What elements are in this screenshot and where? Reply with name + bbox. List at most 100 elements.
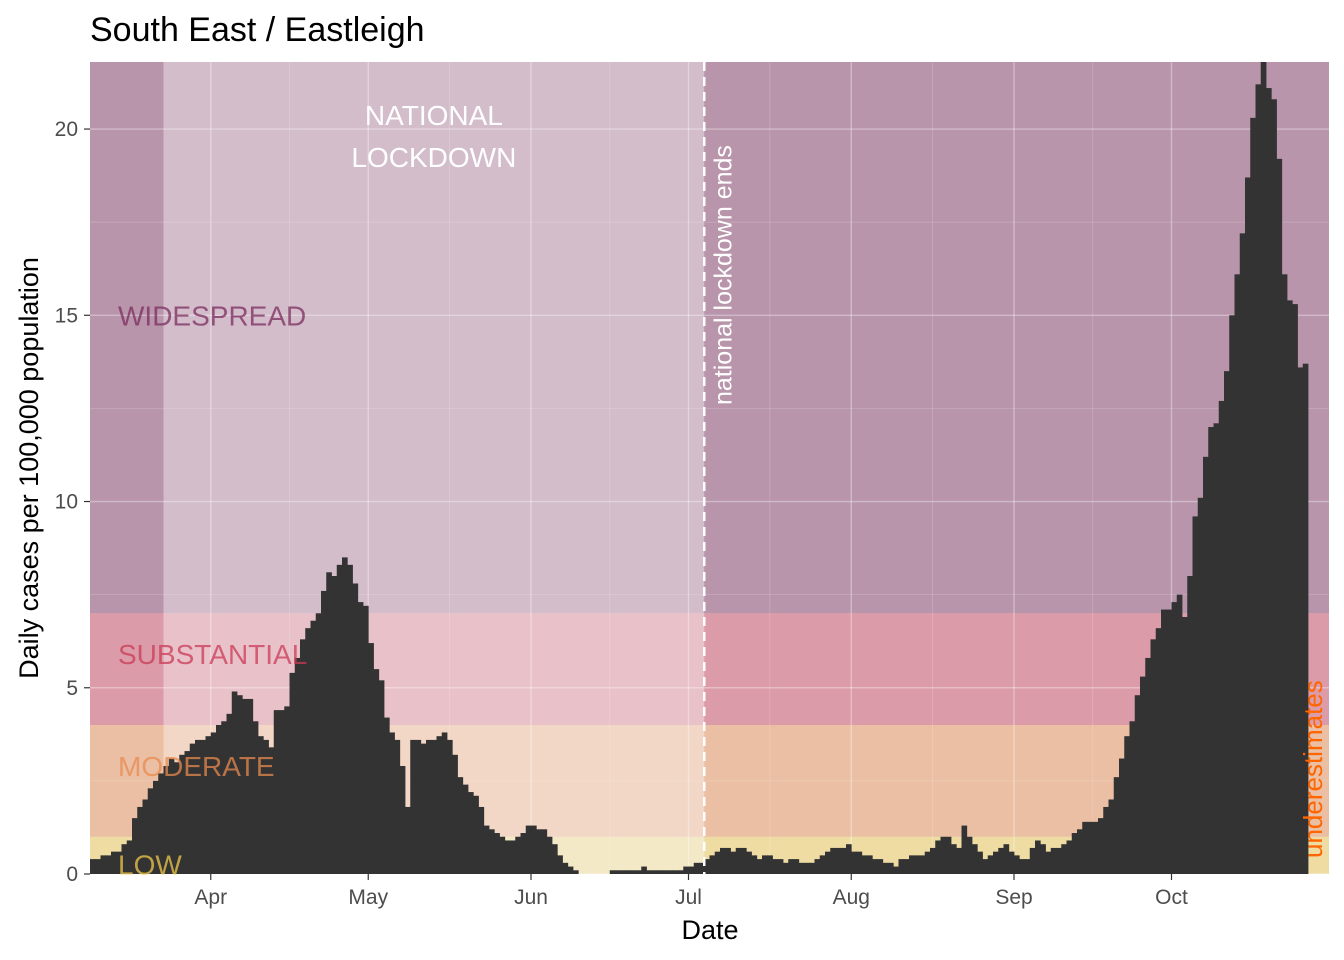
bar	[872, 859, 878, 874]
bar	[1266, 88, 1272, 875]
bar	[840, 847, 847, 874]
bar	[977, 851, 983, 874]
bar	[195, 739, 201, 874]
bar	[1098, 818, 1104, 874]
bar	[1071, 833, 1078, 874]
bar	[966, 836, 973, 874]
chart-title: South East / Eastleigh	[90, 11, 425, 49]
bar	[557, 855, 563, 874]
bar	[1197, 497, 1204, 874]
x-tick-label: May	[348, 886, 388, 909]
bar	[819, 855, 826, 874]
bar	[116, 851, 122, 874]
bar	[452, 754, 458, 874]
bar	[793, 859, 800, 874]
bar	[1176, 594, 1183, 874]
bar	[620, 870, 626, 874]
lockdown-end-label: national lockdown ends	[709, 145, 737, 405]
bar	[221, 721, 227, 874]
bar	[1260, 62, 1267, 874]
bar	[305, 628, 311, 874]
y-axis: 0 5 10 15 20	[55, 118, 90, 886]
bar	[331, 576, 338, 874]
bar	[693, 862, 700, 874]
bar	[189, 743, 196, 874]
bar	[1271, 99, 1277, 875]
bar	[126, 840, 133, 874]
bar	[1145, 657, 1151, 874]
bar	[846, 844, 852, 874]
bar	[394, 739, 401, 874]
band-label-low: LOW	[118, 850, 182, 881]
bar	[525, 825, 532, 874]
bar	[121, 844, 128, 874]
bar	[735, 847, 742, 874]
bar	[552, 844, 558, 874]
bar	[1019, 859, 1025, 874]
bar	[399, 765, 406, 874]
bar	[1229, 315, 1235, 874]
bar	[1276, 158, 1283, 874]
x-tick-label: Apr	[194, 886, 227, 909]
bar	[142, 799, 149, 874]
x-axis: Apr May Jun Jul Aug Sep Oct	[194, 874, 1188, 909]
bar	[1129, 721, 1136, 874]
x-tick-label: Oct	[1155, 886, 1188, 909]
bar	[147, 788, 154, 874]
band-widespread	[90, 62, 1329, 614]
y-tick-label: 0	[66, 863, 78, 886]
x-tick-label: Jun	[514, 886, 548, 909]
bar	[515, 836, 521, 874]
bar	[300, 639, 306, 874]
bar	[378, 680, 385, 874]
bar	[956, 847, 962, 874]
bar	[898, 859, 905, 874]
x-tick-label: Sep	[995, 886, 1032, 909]
bar	[1103, 806, 1109, 874]
bar	[1124, 736, 1130, 874]
bar	[1140, 676, 1146, 874]
bar	[216, 725, 222, 874]
bar	[200, 739, 206, 874]
bar	[1056, 847, 1062, 874]
bar	[888, 862, 894, 874]
bar	[163, 765, 170, 874]
case-bars	[90, 62, 1309, 875]
lockdown-label-line2: LOCKDOWN	[351, 142, 516, 173]
bar	[483, 825, 490, 874]
bar	[809, 862, 815, 874]
bar	[158, 773, 164, 874]
bar	[1292, 304, 1298, 874]
bar	[184, 751, 191, 874]
bar	[741, 847, 747, 874]
bar	[672, 870, 679, 874]
bar	[1061, 844, 1067, 874]
bar	[231, 691, 238, 874]
bar	[373, 669, 380, 874]
bar	[168, 758, 175, 874]
bar	[210, 732, 217, 874]
bar	[1255, 84, 1262, 874]
bar	[1224, 371, 1230, 874]
bar	[1029, 847, 1036, 874]
bar	[1087, 821, 1094, 874]
bar	[688, 866, 695, 874]
bar	[384, 717, 390, 874]
bar	[709, 855, 716, 874]
bar	[100, 855, 107, 874]
bar	[772, 859, 779, 874]
bar	[1287, 300, 1293, 874]
bar	[756, 859, 763, 874]
bar	[1050, 847, 1057, 874]
bar	[531, 825, 537, 874]
bar	[814, 859, 821, 874]
y-axis-title: Daily cases per 100,000 population	[14, 257, 44, 679]
bar	[1024, 859, 1031, 874]
bar	[499, 836, 506, 874]
bar	[436, 736, 443, 874]
y-tick-label: 10	[55, 491, 78, 514]
bar	[567, 866, 574, 874]
bar	[1035, 840, 1041, 874]
bar	[95, 859, 101, 874]
bar	[1245, 177, 1251, 874]
